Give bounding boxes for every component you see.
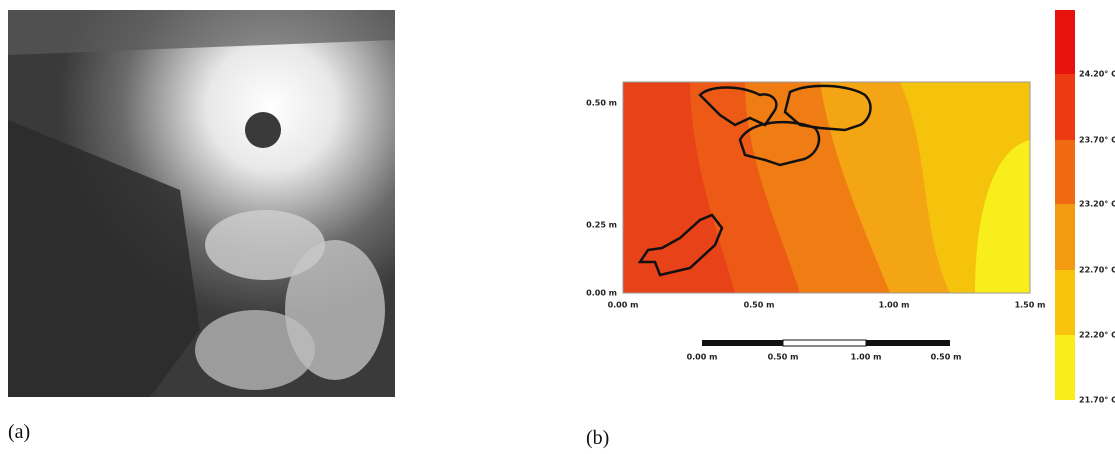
x-tick-label: 0.00 m — [608, 301, 639, 310]
x-tick-label: 1.00 m — [879, 301, 910, 310]
x-tick-label: 0.50 m — [744, 301, 775, 310]
contour-map — [622, 81, 1031, 294]
scale-label: 0.00 m — [687, 353, 718, 362]
y-tick-label: 0.00 m — [586, 289, 617, 298]
colorbar-label: 24.20° C — [1079, 70, 1115, 79]
colorbar-label: 21.70° C — [1079, 396, 1115, 405]
colorbar-label: 22.70° C — [1079, 266, 1115, 275]
scale-label: 0.50 m — [768, 353, 799, 362]
x-tick-label: 1.50 m — [1015, 301, 1046, 310]
photo — [8, 10, 395, 397]
colorbar-label: 22.20° C — [1079, 331, 1115, 340]
colorbar-label: 23.20° C — [1079, 200, 1115, 209]
panel-label: (a) — [8, 421, 30, 443]
scale-bar — [702, 339, 950, 347]
scale-label: 1.00 m — [851, 353, 882, 362]
scale-label: 0.50 m — [931, 353, 962, 362]
panel-label: (b) — [586, 427, 609, 449]
y-tick-label: 0.25 m — [586, 221, 617, 230]
colorbar — [1055, 10, 1075, 400]
y-tick-label: 0.50 m — [586, 99, 617, 108]
colorbar-label: 23.70° C — [1079, 136, 1115, 145]
